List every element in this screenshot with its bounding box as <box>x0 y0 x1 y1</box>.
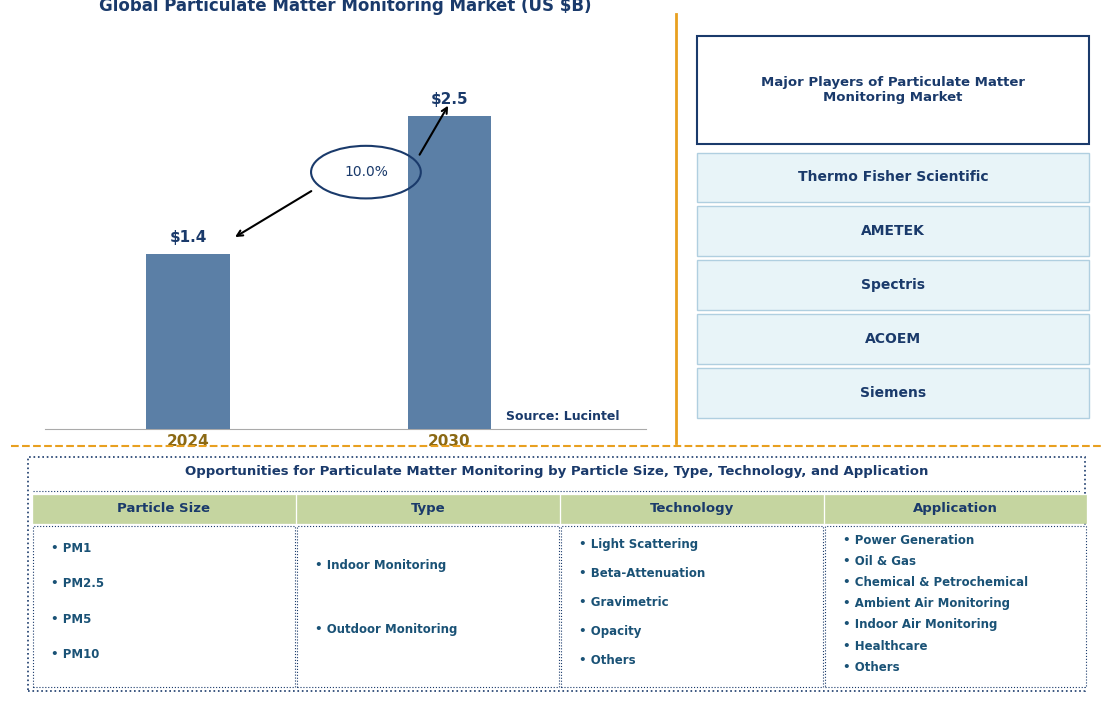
Text: • PM2.5: • PM2.5 <box>51 577 105 591</box>
Text: Thermo Fisher Scientific: Thermo Fisher Scientific <box>798 170 988 184</box>
Text: Major Players of Particulate Matter
Monitoring Market: Major Players of Particulate Matter Moni… <box>761 77 1025 104</box>
Title: Global Particulate Matter Monitoring Market (US $B): Global Particulate Matter Monitoring Mar… <box>99 0 591 15</box>
Text: • Healthcare: • Healthcare <box>843 640 927 652</box>
Text: • PM10: • PM10 <box>51 648 99 661</box>
Text: 10.0%: 10.0% <box>344 165 387 179</box>
Text: AMETEK: AMETEK <box>861 224 925 238</box>
FancyBboxPatch shape <box>561 526 823 688</box>
Text: • Power Generation: • Power Generation <box>843 534 974 547</box>
FancyBboxPatch shape <box>297 526 559 688</box>
Text: $1.4: $1.4 <box>169 230 207 245</box>
FancyBboxPatch shape <box>825 495 1086 522</box>
FancyBboxPatch shape <box>697 153 1090 202</box>
FancyBboxPatch shape <box>297 495 559 522</box>
Text: Application: Application <box>913 502 998 515</box>
Text: Siemens: Siemens <box>860 386 926 400</box>
Text: • Light Scattering: • Light Scattering <box>579 538 698 551</box>
Text: • PM1: • PM1 <box>51 542 91 555</box>
FancyBboxPatch shape <box>561 495 823 522</box>
Text: • PM5: • PM5 <box>51 613 91 626</box>
Text: • Indoor Air Monitoring: • Indoor Air Monitoring <box>843 619 997 631</box>
Text: • Others: • Others <box>843 661 899 673</box>
Text: • Ambient Air Monitoring: • Ambient Air Monitoring <box>843 597 1009 610</box>
Text: Opportunities for Particulate Matter Monitoring by Particle Size, Type, Technolo: Opportunities for Particulate Matter Mon… <box>185 465 928 478</box>
FancyBboxPatch shape <box>697 207 1090 256</box>
Text: Source: Lucintel: Source: Lucintel <box>506 410 620 423</box>
FancyBboxPatch shape <box>697 314 1090 364</box>
FancyBboxPatch shape <box>28 457 1085 691</box>
FancyBboxPatch shape <box>33 495 295 522</box>
FancyBboxPatch shape <box>825 526 1086 688</box>
Text: ACOEM: ACOEM <box>865 333 922 346</box>
Text: Particle Size: Particle Size <box>117 502 210 515</box>
Text: • Oil & Gas: • Oil & Gas <box>843 555 916 568</box>
FancyBboxPatch shape <box>697 260 1090 310</box>
FancyBboxPatch shape <box>33 526 295 688</box>
Text: • Chemical & Petrochemical: • Chemical & Petrochemical <box>843 576 1028 589</box>
Text: • Beta-Attenuation: • Beta-Attenuation <box>579 567 706 580</box>
Text: • Opacity: • Opacity <box>579 625 641 638</box>
Text: • Outdoor Monitoring: • Outdoor Monitoring <box>315 623 457 636</box>
Text: • Gravimetric: • Gravimetric <box>579 596 669 609</box>
Text: Type: Type <box>411 502 445 515</box>
Bar <box>407 116 491 429</box>
Text: Spectris: Spectris <box>861 278 925 292</box>
Bar <box>147 254 230 429</box>
FancyBboxPatch shape <box>697 368 1090 418</box>
Text: $2.5: $2.5 <box>431 92 469 107</box>
Text: Technology: Technology <box>650 502 733 515</box>
FancyBboxPatch shape <box>697 37 1090 144</box>
Text: • Indoor Monitoring: • Indoor Monitoring <box>315 559 446 572</box>
Text: • Others: • Others <box>579 654 636 666</box>
